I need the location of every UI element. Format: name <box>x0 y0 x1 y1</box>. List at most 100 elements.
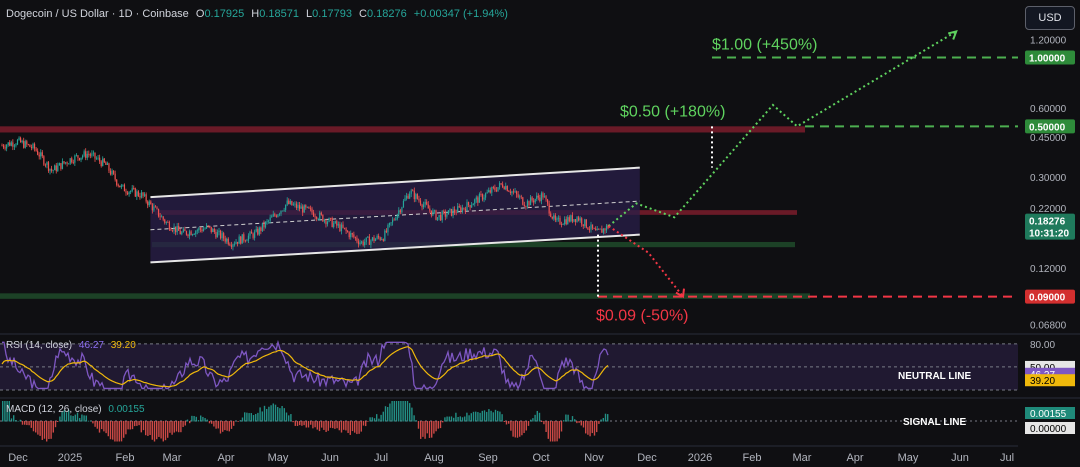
candle-body <box>188 231 191 237</box>
candle-body <box>398 210 400 215</box>
candle-body <box>429 208 431 211</box>
macd-hist-bar <box>444 417 446 422</box>
candle-body <box>80 157 82 161</box>
candle-body <box>370 240 372 245</box>
macd-hist-bar <box>281 405 283 422</box>
candle-body <box>423 204 425 208</box>
macd-hist-bar <box>72 415 74 422</box>
macd-hist-bar <box>63 410 65 422</box>
macd-hist-bar <box>94 421 96 427</box>
candle-body <box>512 191 515 193</box>
candle-body <box>109 170 112 175</box>
candle-body <box>207 225 209 227</box>
candle-body <box>68 163 70 165</box>
macd-hist-bar <box>208 421 211 424</box>
macd-hist-bar <box>437 421 439 429</box>
candle-body <box>333 223 335 228</box>
macd-hist-bar <box>98 421 101 433</box>
time-tick-label: Apr <box>217 452 234 464</box>
macd-hist-bar <box>428 421 431 438</box>
macd-hist-bar <box>301 421 303 426</box>
candle-body <box>199 228 201 230</box>
macd-hist-bar <box>582 421 585 428</box>
macd-legend: MACD (12, 26, close) 0.00155 <box>6 404 145 415</box>
candle-body <box>212 229 214 233</box>
candle-body <box>458 206 460 208</box>
candle-body <box>584 219 586 226</box>
candle-body <box>519 196 521 198</box>
macd-hist-bar <box>338 421 340 431</box>
candle-body <box>557 217 560 219</box>
macd-hist-bar <box>10 418 13 422</box>
macd-hist-bar <box>536 410 538 422</box>
candle-body <box>475 197 477 200</box>
currency-button[interactable]: USD <box>1025 6 1075 30</box>
macd-hist-bar <box>318 421 321 432</box>
macd-hist-bar <box>197 420 200 422</box>
candle-body <box>185 231 188 235</box>
candle-body <box>353 234 355 238</box>
macd-hist-bar <box>250 413 252 422</box>
macd-hist-bar <box>244 412 246 422</box>
candle-body <box>467 202 470 206</box>
macd-hist-bar <box>307 421 310 428</box>
macd-hist-bar <box>580 421 582 426</box>
candle-body <box>134 188 136 197</box>
macd-hist-bar <box>345 421 347 431</box>
candle-body <box>564 219 566 225</box>
symbol-header: Dogecoin / US Dollar · 1D · Coinbase O0.… <box>6 8 508 20</box>
macd-hist-bar <box>486 411 488 422</box>
candle-body <box>489 190 491 193</box>
candle-body <box>26 141 28 145</box>
macd-hist-bar <box>382 411 384 422</box>
candle-body <box>365 237 367 242</box>
candle-body <box>128 191 130 195</box>
macd-hist-bar <box>125 421 127 435</box>
candle-body <box>343 227 346 229</box>
macd-hist-bar <box>101 421 103 430</box>
macd-badge-value: 0.00155 <box>1030 409 1067 420</box>
price-tick-label: 0.06800 <box>1030 320 1067 331</box>
macd-hist-bar <box>226 421 228 431</box>
candle-body <box>83 151 85 156</box>
macd-hist-bar <box>147 421 149 436</box>
macd-hist-bar <box>574 419 576 422</box>
candle-body <box>359 242 361 245</box>
candle-body <box>244 240 246 242</box>
macd-label: MACD (12, 26, close) <box>6 404 102 415</box>
candle-body <box>457 206 459 213</box>
candle-body <box>435 210 437 220</box>
candle-body <box>585 219 587 228</box>
macd-hist-bar <box>393 401 395 422</box>
candle-body <box>300 206 302 209</box>
candle-body <box>302 206 304 213</box>
candle-body <box>508 191 510 192</box>
macd-hist-bar <box>74 414 76 422</box>
candle-body <box>246 240 248 242</box>
candle-body <box>44 164 46 166</box>
candle-body <box>337 224 339 226</box>
macd-hist-bar <box>171 421 173 435</box>
macd-hist-bar <box>589 421 591 437</box>
candle-body <box>271 216 273 218</box>
macd-hist-bar <box>228 421 230 432</box>
candle-body <box>198 228 200 231</box>
macd-hist-bar <box>409 403 411 422</box>
candle-body <box>477 197 479 203</box>
candle-body <box>547 199 549 204</box>
macd-hist-bar <box>28 421 30 426</box>
candle-body <box>130 191 132 192</box>
candle-body <box>551 216 553 219</box>
candle-body <box>232 244 234 247</box>
candle-body <box>579 218 581 221</box>
macd-hist-bar <box>169 421 171 433</box>
zone-support-3 <box>0 293 810 299</box>
macd-hist-bar <box>571 416 574 422</box>
candle-body <box>599 228 601 230</box>
candle-body <box>449 208 451 211</box>
macd-hist-bar <box>241 417 244 422</box>
macd-hist-bar <box>534 414 536 422</box>
candle-body <box>89 154 91 156</box>
candle-body <box>182 229 184 233</box>
